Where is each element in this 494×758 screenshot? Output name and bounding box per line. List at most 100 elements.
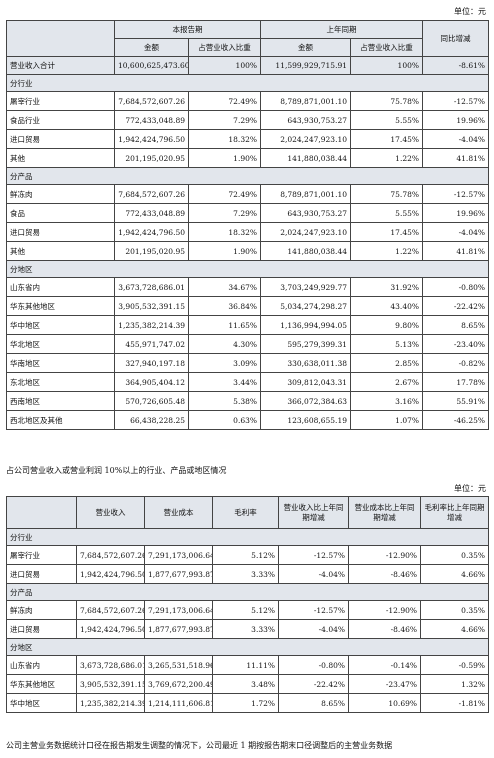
- row-label: 进口贸易: [6, 564, 77, 584]
- header-share: 占营业收入比重: [188, 38, 261, 57]
- cell-rev-change: -0.80%: [278, 655, 349, 675]
- cell-cost: 1,214,111,606.81: [144, 693, 213, 713]
- cell-cur-amount: 3,905,532,391.15: [114, 296, 189, 316]
- table-row: 华中地区 1,235,382,214.39 11.65% 1,136,994,994.…: [6, 315, 489, 335]
- row-label: 山东省内: [6, 655, 77, 675]
- cell-cur-ratio: 34.67%: [188, 277, 261, 297]
- cell-change: 8.65%: [422, 315, 489, 335]
- cell-cur-amount: 327,940,197.18: [114, 353, 189, 373]
- cell-cost: 7,291,173,006.64: [144, 545, 213, 565]
- cell-cur-amount: 10,600,625,473.60: [114, 56, 189, 75]
- cell-cur-amount: 7,684,572,607.26: [114, 91, 189, 111]
- header-cost: 营业成本: [144, 496, 213, 529]
- row-label: 鲜冻肉: [6, 184, 115, 204]
- cell-margin: 3.33%: [212, 564, 279, 584]
- section-title: 分行业: [6, 528, 489, 546]
- unit-label-top: 单位：元: [454, 7, 486, 16]
- cell-cur-ratio: 7.29%: [188, 110, 261, 130]
- cell-cur-amount: 3,673,728,686.01: [114, 277, 189, 297]
- cell-change: 19.96%: [422, 110, 489, 130]
- cell-rev-change: -22.42%: [278, 674, 349, 694]
- cell-prev-ratio: 17.45%: [350, 129, 423, 149]
- cell-cur-amount: 570,726,605.48: [114, 391, 189, 411]
- header-amount: 金额: [114, 38, 189, 57]
- cell-cost-change: -12.90%: [348, 600, 421, 620]
- table-row: 进口贸易 1,942,424,796.50 1,877,677,993.87 3.33…: [6, 619, 489, 639]
- section-row: 分地区: [6, 638, 489, 656]
- row-label: 西北地区及其他: [6, 410, 115, 430]
- row-label: 华南地区: [6, 353, 115, 373]
- cell-margin: 1.72%: [212, 693, 279, 713]
- cell-cost-change: -8.46%: [348, 564, 421, 584]
- cell-cur-amount: 66,438,228.25: [114, 410, 189, 430]
- table-row: 进口贸易 1,942,424,796.50 18.32% 2,024,247,923.…: [6, 222, 489, 242]
- cell-revenue: 7,684,572,607.26: [76, 600, 145, 620]
- cell-revenue: 1,235,382,214.39: [76, 693, 145, 713]
- cell-prev-amount: 595,279,399.31: [260, 334, 351, 354]
- cell-change: -0.82%: [422, 353, 489, 373]
- cell-rev-change: -4.04%: [278, 564, 349, 584]
- cell-revenue: 3,905,532,391.15: [76, 674, 145, 694]
- cell-cur-ratio: 18.32%: [188, 129, 261, 149]
- row-label: 山东省内: [6, 277, 115, 297]
- cell-prev-ratio: 5.55%: [350, 203, 423, 223]
- cell-cost-change: -23.47%: [348, 674, 421, 694]
- header-revenue: 营业收入: [76, 496, 145, 529]
- row-label: 食品: [6, 203, 115, 223]
- cell-cost-change: -0.14%: [348, 655, 421, 675]
- cell-prev-ratio: 5.13%: [350, 334, 423, 354]
- cell-prev-ratio: 31.92%: [350, 277, 423, 297]
- cell-revenue: 1,942,424,796.50: [76, 619, 145, 639]
- section-title: 分地区: [6, 638, 489, 656]
- header-cost-change: 营业成本比上年同期增减: [348, 496, 421, 529]
- table-row: 食品 772,433,048.89 7.29% 643,930,753.27 5.55%…: [6, 203, 489, 223]
- cell-cur-ratio: 3.09%: [188, 353, 261, 373]
- cell-change: 19.96%: [422, 203, 489, 223]
- cell-prev-amount: 2,024,247,923.10: [260, 222, 351, 242]
- cell-cost: 1,877,677,993.87: [144, 564, 213, 584]
- cell-cur-amount: 1,942,424,796.50: [114, 222, 189, 242]
- cell-prev-amount: 5,034,274,298.27: [260, 296, 351, 316]
- cell-cost: 1,877,677,993.87: [144, 619, 213, 639]
- cell-cur-ratio: 4.30%: [188, 334, 261, 354]
- row-label: 营业收入合计: [6, 56, 115, 75]
- cell-change: 41.81%: [422, 148, 489, 168]
- cell-prev-ratio: 75.78%: [350, 91, 423, 111]
- cell-cur-ratio: 1.90%: [188, 148, 261, 168]
- section-row: 分行业: [6, 74, 489, 92]
- table-row: 华东其他地区 3,905,532,391.15 3,769,672,200.49 3.…: [6, 674, 489, 694]
- cell-cost: 3,769,672,200.49: [144, 674, 213, 694]
- cell-prev-amount: 366,072,384.63: [260, 391, 351, 411]
- cell-cur-amount: 7,684,572,607.26: [114, 184, 189, 204]
- cell-margin-change: 4.66%: [420, 619, 489, 639]
- cell-cur-amount: 1,235,382,214.39: [114, 315, 189, 335]
- cell-margin: 5.12%: [212, 600, 279, 620]
- section-row: 分产品: [6, 167, 489, 185]
- cell-cur-amount: 455,971,747.02: [114, 334, 189, 354]
- cell-prev-amount: 3,703,249,929.77: [260, 277, 351, 297]
- cell-cur-amount: 1,942,424,796.50: [114, 129, 189, 149]
- cell-cur-ratio: 1.90%: [188, 241, 261, 261]
- cell-prev-ratio: 2.67%: [350, 372, 423, 392]
- cell-change: -46.25%: [422, 410, 489, 430]
- cell-prev-amount: 643,930,753.27: [260, 110, 351, 130]
- cell-prev-ratio: 100%: [350, 56, 423, 75]
- row-label: 其他: [6, 148, 115, 168]
- cell-cur-ratio: 3.44%: [188, 372, 261, 392]
- cell-prev-amount: 141,880,038.44: [260, 148, 351, 168]
- header-prior-period: 上年同期: [260, 20, 423, 39]
- row-label: 进口贸易: [6, 129, 115, 149]
- cell-cur-amount: 772,433,048.89: [114, 203, 189, 223]
- cell-prev-amount: 643,930,753.27: [260, 203, 351, 223]
- total-row: 营业收入合计 10,600,625,473.60 100% 11,599,929,71…: [6, 56, 489, 75]
- cell-prev-amount: 2,024,247,923.10: [260, 129, 351, 149]
- row-label: 华东其他地区: [6, 296, 115, 316]
- section-title: 分产品: [6, 167, 489, 185]
- row-label: 食品行业: [6, 110, 115, 130]
- row-label: 其他: [6, 241, 115, 261]
- cell-prev-ratio: 1.07%: [350, 410, 423, 430]
- section-title: 分产品: [6, 583, 489, 601]
- cell-prev-amount: 8,789,871,001.10: [260, 184, 351, 204]
- header-rev-change: 营业收入比上年同期增减: [278, 496, 349, 529]
- cell-cost-change: -8.46%: [348, 619, 421, 639]
